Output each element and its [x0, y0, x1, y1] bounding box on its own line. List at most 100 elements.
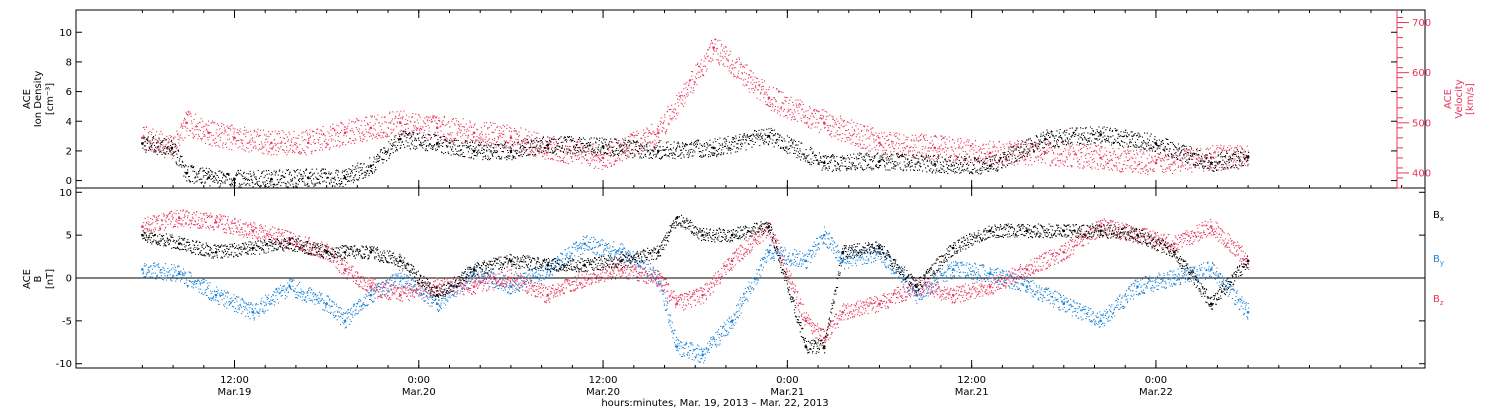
velocity-series-point	[270, 141, 273, 145]
by-series-point	[399, 276, 402, 280]
time-tick-label-date: Mar.19	[218, 387, 252, 398]
by-series-point	[730, 319, 734, 323]
bz-series-point	[1209, 225, 1213, 228]
by-series-point	[675, 345, 679, 348]
density-series-point	[343, 176, 347, 179]
bz-series-point	[988, 285, 992, 288]
legend-by: By	[1433, 254, 1444, 267]
bx-series-point	[343, 250, 347, 254]
velocity-axis-ticks: 400 500 600 700	[1397, 17, 1431, 189]
series-layer	[141, 38, 1250, 364]
density-series	[141, 126, 1250, 189]
b-tick-label: 10	[59, 188, 72, 199]
b-ylabel-line-3: [nT]	[45, 269, 56, 289]
b-ylabel-line-2: B	[33, 275, 44, 282]
velocity-ylabel-line-1: ACE	[1443, 89, 1454, 109]
by-series	[141, 226, 1250, 364]
velocity-series-point	[207, 131, 210, 135]
legend-bx: Bx	[1433, 210, 1444, 223]
bz-series-point	[730, 259, 734, 263]
density-series-point	[472, 149, 476, 153]
time-tick-label-time: 0:00	[408, 375, 430, 386]
bz-series-point	[701, 293, 704, 297]
b-tick-label: -5	[62, 316, 72, 327]
density-ylabel-line-3: [cm⁻³]	[45, 83, 56, 115]
bz-series	[141, 209, 1250, 344]
by-series-point	[141, 268, 144, 271]
density-series-point	[601, 145, 605, 148]
velocity-series-point	[141, 136, 144, 140]
time-tick-label-date: Mar.21	[770, 387, 804, 398]
density-series-point	[712, 146, 715, 150]
time-tick-label-date: Mar.20	[402, 387, 436, 398]
density-tick-label: 10	[59, 28, 72, 39]
bz-series-point	[951, 293, 955, 297]
bx-series	[141, 214, 1250, 354]
density-series-point	[657, 149, 660, 153]
bx-series-point	[767, 225, 771, 228]
bx-series-point	[675, 216, 679, 220]
bx-series-point	[1209, 302, 1213, 306]
velocity-series-point	[185, 121, 188, 125]
bx-series-point	[1246, 259, 1250, 263]
bx-series-point	[141, 233, 144, 237]
b-axis-ticks: -10 -5 0 5 10	[56, 188, 1425, 370]
velocity-ylabel-line-2: Velocity	[1454, 79, 1465, 118]
legend-bx-sub: x	[1440, 215, 1444, 223]
b-ylabel-line-1: ACE	[22, 269, 33, 289]
bx-series-point	[657, 250, 660, 254]
by-series-point	[1099, 319, 1102, 323]
bz-series-point	[369, 285, 373, 288]
bz-series-point	[251, 229, 255, 233]
legend-by-main: B	[1433, 254, 1440, 265]
legend-bx-main: B	[1433, 210, 1440, 221]
density-series-point	[170, 146, 174, 150]
bz-series-point	[472, 285, 476, 288]
density-tick-label: 8	[66, 57, 72, 68]
velocity-series-point	[767, 96, 771, 100]
by-series-point	[251, 310, 255, 314]
density-tick-label: 0	[66, 176, 72, 187]
time-tick-label-time: 12:00	[220, 375, 249, 386]
by-series-scatter	[142, 226, 1250, 364]
time-tick-label-date: Mar.21	[955, 387, 989, 398]
legend: Bx By Bz	[1433, 210, 1444, 307]
density-series-point	[1246, 155, 1250, 159]
velocity-series-point	[878, 141, 881, 145]
density-series-scatter	[142, 126, 1250, 189]
bz-series-scatter	[142, 209, 1250, 344]
bz-series-point	[620, 268, 623, 271]
time-axis-ticks: 12:00Mar.190:00Mar.2012:00Mar.200:00Mar.…	[141, 10, 1403, 398]
density-tick-label: 2	[66, 146, 72, 157]
legend-bz-main: B	[1433, 294, 1440, 305]
b-tick-label: -10	[56, 359, 72, 370]
density-series-point	[399, 137, 402, 141]
time-tick-label-date: Mar.20	[586, 387, 620, 398]
velocity-series-point	[435, 126, 439, 130]
by-series-point	[1025, 285, 1029, 288]
velocity-series	[141, 38, 1250, 176]
by-series-point	[822, 233, 826, 237]
legend-by-sub: y	[1440, 259, 1444, 267]
velocity-series-point	[657, 131, 660, 135]
by-series-point	[1136, 285, 1139, 288]
velocity-series-point	[509, 136, 513, 140]
density-series-point	[822, 161, 826, 165]
bz-series-point	[657, 276, 660, 280]
velocity-series-point	[306, 141, 310, 145]
bz-series-point	[343, 268, 347, 271]
by-series-point	[1173, 276, 1176, 280]
density-series-point	[1209, 161, 1213, 165]
bz-series-point	[399, 293, 402, 297]
velocity-ylabel-line-3: [km/s]	[1465, 83, 1476, 115]
density-series-point	[207, 176, 210, 179]
velocity-series-point	[822, 121, 826, 125]
density-ylabel-line-1: ACE	[22, 89, 33, 109]
bz-series-point	[822, 336, 826, 340]
bx-series-point	[915, 285, 918, 288]
velocity-tick-label: 400	[1412, 168, 1431, 179]
bz-series-point	[583, 276, 586, 280]
time-tick-label-date: Mar.22	[1139, 387, 1173, 398]
velocity-series-point	[399, 121, 402, 125]
